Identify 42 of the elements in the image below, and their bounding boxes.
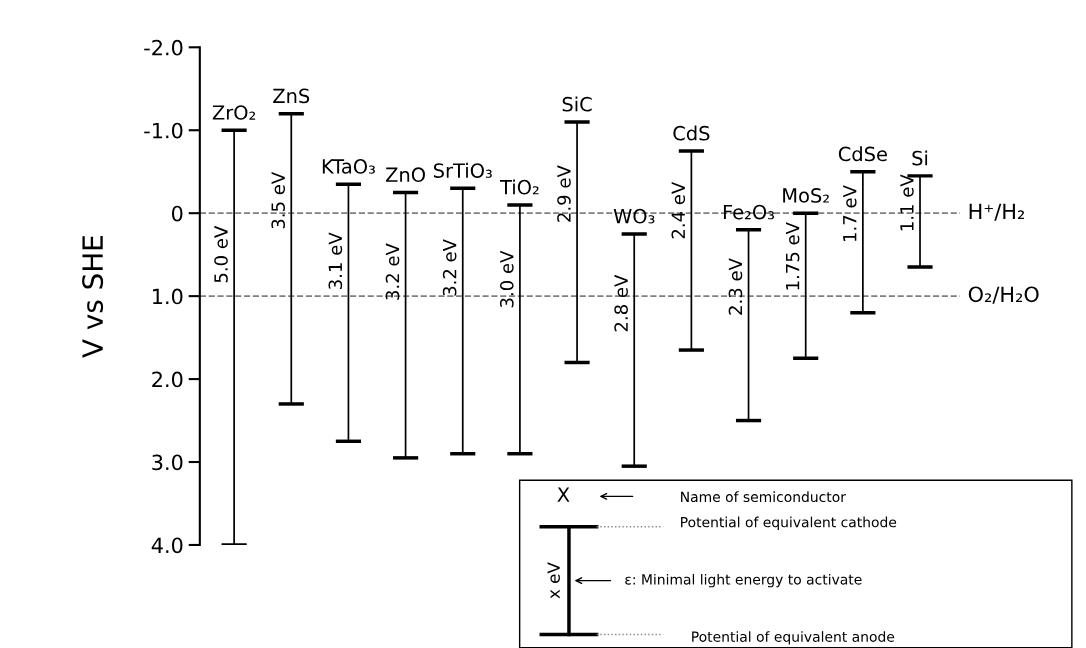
y-tick-label: -2.0 [144,39,183,56]
data-label: 1.1 eV [900,174,914,231]
y-tick-label: 0 [171,205,183,222]
x-tick-label: CdSe [838,146,887,162]
x-tick-label: SiC [562,96,592,112]
data-label: 2.9 eV [557,165,571,222]
ref-line-label: H⁺/H₂ [969,203,1025,221]
x-tick-label: CdS [673,125,710,141]
annotation: Name of semiconductor [681,491,846,503]
y-tick-label: -1.0 [144,122,183,139]
data-label: 3.0 eV [499,250,514,308]
x-tick-label: MoS₂ [783,188,829,203]
data-label: 1.7 eV [843,185,857,241]
data-label: 1.75 eV [786,222,800,290]
x-tick-label: ZnS [273,88,310,104]
x-tick-label: TiO₂ [499,179,539,195]
data-label: 3.5 eV [271,171,285,229]
y-tick-label: 3.0 [152,454,183,471]
y-tick-label: 1.0 [153,288,183,305]
x-tick-label: SrTiO₃ [433,162,492,178]
annotation: X [557,487,570,502]
y-tick-label: 2.0 [152,371,183,388]
ref-line-label: O₂/H₂O [968,286,1039,304]
y-tick-label: 4.0 [151,537,183,554]
data-label: 3.2 eV [385,243,400,300]
data-label: 2.4 eV [671,181,686,239]
data-label: 2.8 eV [614,274,628,332]
x-tick-label: ZrO₂ [212,105,256,120]
data-label: 3.1 eV [328,232,343,289]
x-tick-label: WO₃ [613,208,655,224]
x-tick-label: KTaO₃ [322,159,375,174]
x-tick-label: Si [912,150,928,166]
data-label: 5.0 eV [214,225,228,283]
data-label: 2.3 eV [728,258,743,315]
x-tick-label: ZnO [385,167,425,183]
text: Potential of equivalent anode [692,631,895,645]
annotation: Potential of equivalent cathode [681,516,897,531]
data-label: 3.2 eV [442,239,457,296]
x-tick-label: Fe₂O₃ [723,204,775,220]
text: ε: Minimal light energy to activate [625,573,862,588]
y-axis-title: V vs SHE [82,236,104,358]
text: x eV [547,562,560,599]
